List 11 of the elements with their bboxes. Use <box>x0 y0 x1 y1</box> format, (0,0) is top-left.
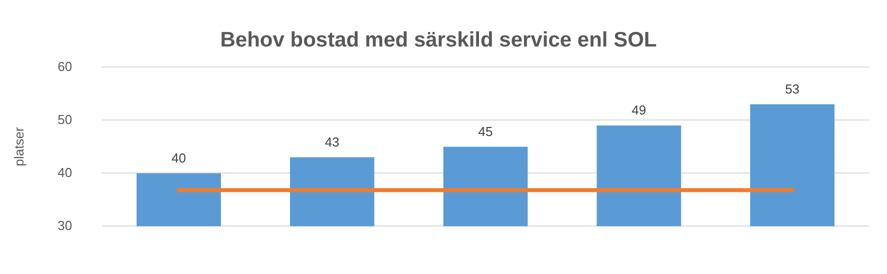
data-label: 45 <box>478 124 493 139</box>
data-label: 49 <box>632 102 646 118</box>
y-tick-label: 60 <box>58 58 72 74</box>
data-label: 40 <box>172 150 186 166</box>
y-axis-title: platser <box>11 126 26 166</box>
y-tick-label: 50 <box>58 112 72 127</box>
data-label: 53 <box>785 81 800 96</box>
chart-title: Behov bostad med särskild service enl SOL <box>220 28 657 52</box>
data-label: 43 <box>324 134 340 150</box>
y-tick-label: 40 <box>58 164 72 180</box>
y-tick-label: 30 <box>58 218 72 233</box>
